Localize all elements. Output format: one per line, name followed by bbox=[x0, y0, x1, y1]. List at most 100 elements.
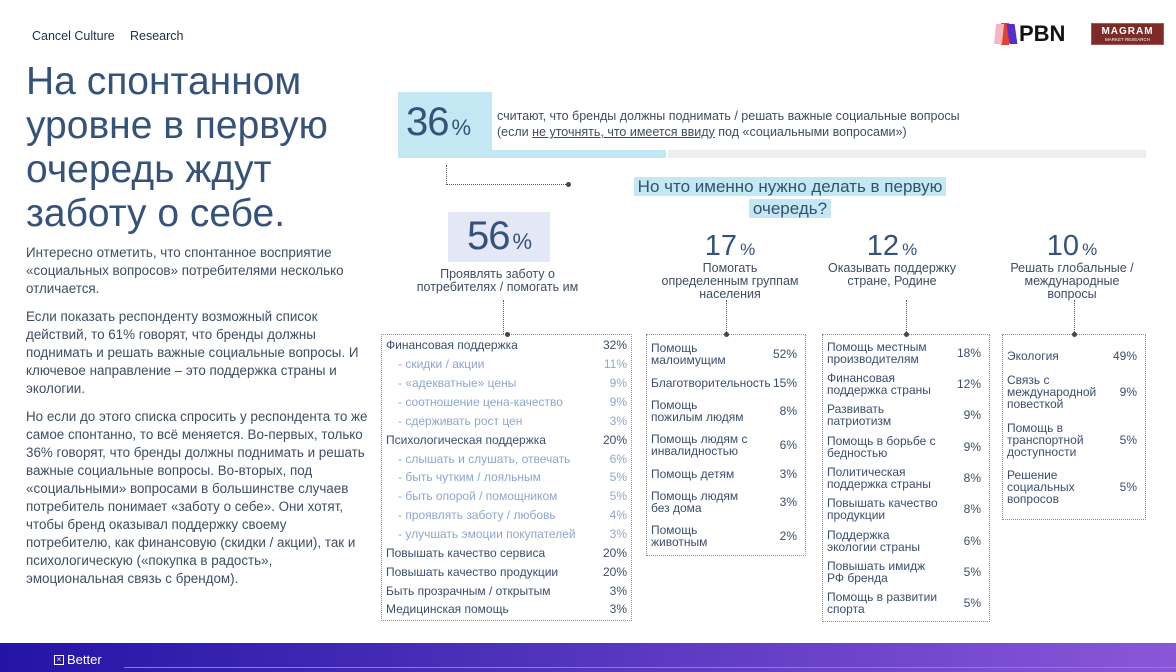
better-icon: × bbox=[54, 654, 64, 665]
item-percent: 20% bbox=[602, 545, 627, 560]
item-label: - улучшать эмоции покупателей bbox=[398, 527, 576, 542]
item-percent: 11% bbox=[603, 357, 627, 372]
body-text: Интересно отметить, что спонтанное воспр… bbox=[26, 244, 371, 598]
list-country: Помощь местным производителям 18% Финансов… bbox=[822, 332, 990, 622]
list-item: Повышать качество сервиса 20% bbox=[386, 543, 627, 562]
list-item: Быть прозрачным / открытым 3% bbox=[386, 581, 627, 600]
magram-logo: MAGRAM MARKET RESEARCH bbox=[1091, 23, 1164, 45]
item-label: Благотворительность bbox=[651, 375, 771, 390]
item-percent: 6% bbox=[963, 533, 981, 548]
list-item: Помощь в развитии спорта 5% bbox=[827, 591, 985, 615]
list-care: Финансовая поддержка 32% - скидки / акции 1… bbox=[381, 332, 632, 621]
item-label: Психологическая поддержка bbox=[386, 432, 546, 447]
item-label: Помощь в развитии спорта bbox=[827, 590, 938, 617]
item-label: Финансовая поддержка bbox=[386, 338, 518, 353]
paragraph: Если показать респонденту возможный спис… bbox=[26, 309, 359, 396]
item-label: Повышать имидж РФ бренда bbox=[827, 558, 926, 585]
highlight-36 bbox=[398, 92, 492, 158]
item-percent: 3% bbox=[779, 495, 797, 510]
list-item: Помощь детям 3% bbox=[651, 467, 801, 481]
item-label: Политическая поддержка страны bbox=[827, 464, 931, 491]
connector-dot bbox=[566, 182, 571, 187]
item-percent: 3% bbox=[609, 583, 627, 598]
item-label: Помощь малоимущим bbox=[651, 340, 726, 367]
item-label: Связь с международной повесткой bbox=[1007, 373, 1097, 412]
question-heading: Но что именно нужно делать в первую очер… bbox=[612, 176, 968, 220]
item-label: Помощь людям без дома bbox=[651, 489, 739, 516]
stat-56: 56% bbox=[466, 214, 532, 258]
progress-track bbox=[668, 150, 1146, 158]
item-percent: 9% bbox=[963, 408, 981, 423]
item-label: - проявлять заботу / любовь bbox=[398, 508, 556, 523]
item-label: Помощь животным bbox=[651, 523, 708, 550]
stat-10: 10% bbox=[1046, 230, 1098, 262]
item-label: - «адекватные» цены bbox=[398, 376, 517, 391]
item-label: Помощь пожилым людям bbox=[651, 398, 744, 425]
item-label: Поддержка экологии страны bbox=[827, 527, 920, 554]
list-item: - быть опорой / помощником 5% bbox=[386, 487, 627, 506]
paragraph: Но если до этого списка спросить у респо… bbox=[26, 409, 368, 586]
list-item: Помощь животным 2% bbox=[651, 524, 801, 548]
item-label: - быть чутким / лояльным bbox=[398, 470, 541, 485]
item-percent: 5% bbox=[1119, 432, 1137, 447]
item-percent: 3% bbox=[609, 413, 627, 428]
progress-fill bbox=[398, 150, 666, 158]
item-label: - слышать и слушать, отвечать bbox=[398, 451, 571, 466]
list-item: Финансовая поддержка 32% bbox=[386, 336, 627, 355]
item-percent: 3% bbox=[609, 527, 627, 542]
list-item: Помощь людям без дома 3% bbox=[651, 490, 801, 514]
list-item: Экология 49% bbox=[1007, 349, 1141, 363]
item-label: Помощь в борьбе с бедностью bbox=[827, 433, 936, 460]
page-title: На спонтанном уровне в первую очередь жд… bbox=[26, 60, 328, 235]
list-item: - сдерживать рост цен 3% bbox=[386, 411, 627, 430]
item-percent: 6% bbox=[779, 437, 797, 452]
list-item: Повышать имидж РФ бренда 5% bbox=[827, 560, 985, 584]
item-percent: 9% bbox=[609, 395, 627, 409]
list-item: Помощь людям с инвалидностью 6% bbox=[651, 433, 801, 457]
item-percent: 3% bbox=[609, 602, 627, 617]
item-label: - соотношение цена-качество bbox=[398, 395, 563, 409]
item-label: - скидки / акции bbox=[398, 357, 485, 372]
item-percent: 9% bbox=[963, 439, 981, 454]
item-percent: 5% bbox=[609, 489, 627, 504]
list-item: Психологическая поддержка 20% bbox=[386, 430, 627, 449]
list-item: - слышать и слушать, отвечать 6% bbox=[386, 449, 627, 468]
item-label: - быть опорой / помощником bbox=[398, 489, 558, 504]
list-item: Помощь местным производителям 18% bbox=[827, 341, 985, 365]
item-label: Повышать качество сервиса bbox=[386, 545, 546, 560]
list-item: Финансовая поддержка страны 12% bbox=[827, 372, 985, 396]
list-item: - «адекватные» цены 9% bbox=[386, 374, 627, 393]
list-item: Повышать качество продукции 20% bbox=[386, 562, 627, 581]
stat-36: 36% bbox=[406, 100, 471, 144]
list-item: Медицинская помощь 3% bbox=[386, 600, 627, 619]
item-percent: 49% bbox=[1112, 348, 1137, 363]
col1-label: Проявлять заботу о потребителях / помога… bbox=[416, 267, 579, 294]
list-groups: Помощь малоимущим 52% Благотворительность 1… bbox=[646, 332, 806, 556]
item-label: Повышать качество продукции bbox=[386, 564, 559, 579]
item-label: Повышать качество продукции bbox=[827, 496, 938, 523]
item-percent: 3% bbox=[779, 466, 797, 481]
item-label: Экология bbox=[1007, 348, 1059, 363]
connector bbox=[446, 165, 568, 185]
item-label: Помощь в транспортной доступности bbox=[1007, 420, 1084, 459]
item-percent: 5% bbox=[1119, 480, 1137, 495]
item-label: Помощь местным производителям bbox=[827, 339, 927, 366]
item-percent: 20% bbox=[602, 564, 627, 579]
item-percent: 12% bbox=[956, 376, 981, 391]
list-item: Развивать патриотизм 9% bbox=[827, 403, 985, 427]
item-percent: 5% bbox=[963, 596, 981, 611]
item-percent: 4% bbox=[609, 508, 627, 523]
list-item: Помощь пожилым людям 8% bbox=[651, 399, 801, 423]
paragraph: Интересно отметить, что спонтанное воспр… bbox=[26, 245, 344, 296]
nav-cancel-culture[interactable]: Cancel Culture bbox=[32, 29, 115, 43]
item-percent: 9% bbox=[1119, 385, 1137, 400]
item-percent: 52% bbox=[772, 346, 797, 361]
col3-label: Оказывать поддержку стране, Родине bbox=[827, 261, 957, 288]
list-item: - соотношение цена-качество 9% bbox=[386, 393, 627, 412]
nav-research[interactable]: Research bbox=[130, 29, 184, 43]
list-item: Решение социальных вопросов 5% bbox=[1007, 469, 1141, 505]
item-label: Помощь детям bbox=[651, 466, 735, 481]
highlight-56 bbox=[448, 212, 550, 262]
list-item: - улучшать эмоции покупателей 3% bbox=[386, 525, 627, 544]
list-global: Экология 49% Связь с международной повестк… bbox=[1002, 332, 1146, 520]
